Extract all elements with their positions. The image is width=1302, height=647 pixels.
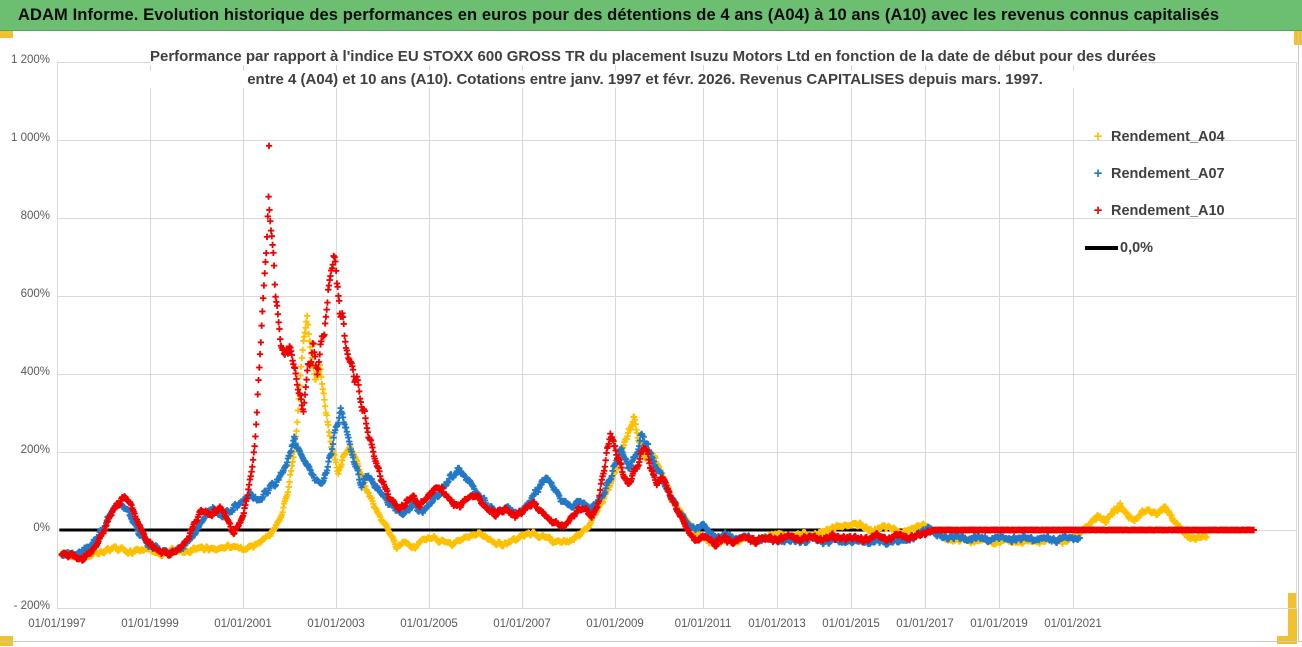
- x-axis-label: 01/01/1997: [28, 618, 86, 630]
- y-axis-label: 400%: [20, 366, 50, 378]
- legend-label: Rendement_A07: [1111, 165, 1225, 182]
- legend-item-rendement-a07[interactable]: + Rendement_A07: [1085, 155, 1265, 192]
- x-axis-label: 01/01/2017: [896, 618, 954, 630]
- x-axis-label: 01/01/2015: [822, 618, 880, 630]
- y-axis-label: 1 200%: [10, 54, 50, 66]
- report-title-bar: ADAM Informe. Evolution historique des p…: [0, 0, 1302, 31]
- x-axis-label: 01/01/2003: [307, 618, 365, 630]
- legend-item-rendement-a10[interactable]: + Rendement_A10: [1085, 192, 1265, 229]
- plus-marker-icon: +: [1093, 128, 1103, 145]
- x-axis-label: 01/01/2007: [493, 618, 551, 630]
- y-axis-label: - 200%: [13, 600, 50, 612]
- y-axis-label: 200%: [20, 444, 50, 456]
- x-axis-label: 01/01/2021: [1044, 618, 1102, 630]
- legend-item-zero-line[interactable]: 0,0%: [1085, 229, 1265, 266]
- report-title: ADAM Informe. Evolution historique des p…: [18, 6, 1220, 24]
- x-axis-label: 01/01/2001: [214, 618, 272, 630]
- y-axis-label: 800%: [20, 210, 50, 222]
- x-axis-label: 01/01/1999: [121, 618, 179, 630]
- legend-label: 0,0%: [1120, 239, 1154, 256]
- chart-container: Performance par rapport à l'indice EU ST…: [0, 31, 1302, 647]
- x-axis-label: 01/01/2019: [970, 618, 1028, 630]
- plus-marker-icon: +: [1093, 165, 1103, 182]
- x-axis-label: 01/01/2009: [586, 618, 644, 630]
- x-axis-label: 01/01/2013: [748, 618, 806, 630]
- x-axis-label: 01/01/2005: [400, 618, 458, 630]
- chart-title-line2: entre 4 (A04) et 10 ans (A10). Cotations…: [150, 71, 1140, 88]
- chart-legend: + Rendement_A04 + Rendement_A07 + Rendem…: [1085, 118, 1265, 266]
- y-axis-label: 0%: [33, 522, 50, 534]
- legend-label: Rendement_A10: [1111, 202, 1225, 219]
- performance-scatter-plot[interactable]: [0, 31, 1302, 647]
- chart-title-line1: Performance par rapport à l'indice EU ST…: [150, 48, 1156, 65]
- zero-line-icon: [1085, 245, 1118, 250]
- y-axis-label: 1 000%: [10, 132, 50, 144]
- legend-label: Rendement_A04: [1111, 128, 1225, 145]
- x-axis-label: 01/01/2011: [674, 618, 732, 630]
- plus-marker-icon: +: [1093, 202, 1103, 219]
- y-axis-label: 600%: [20, 288, 50, 300]
- legend-item-rendement-a04[interactable]: + Rendement_A04: [1085, 118, 1265, 155]
